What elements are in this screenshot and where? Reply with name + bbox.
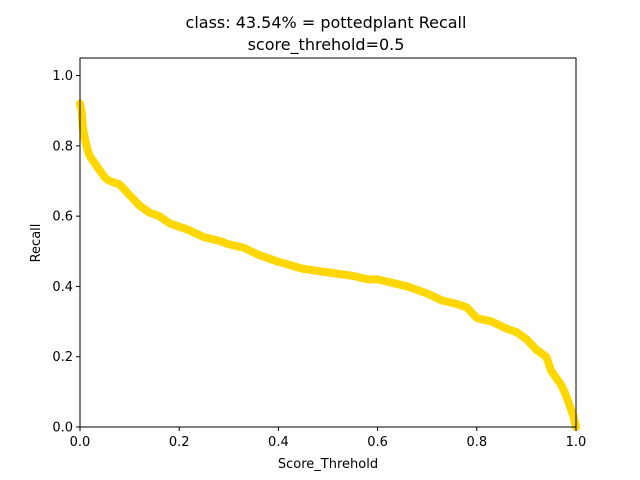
x-tick-label: 0.6 bbox=[367, 435, 388, 450]
y-tick-label: 0.8 bbox=[52, 139, 73, 154]
series-line-0 bbox=[76, 99, 580, 431]
x-axis-ticks: 0.0 0.2 0.4 0.6 0.8 1.0 bbox=[70, 427, 587, 450]
x-tick-label: 1.0 bbox=[566, 435, 587, 450]
y-tick-label: 0.2 bbox=[52, 350, 73, 365]
y-tick-label: 0.4 bbox=[52, 280, 73, 295]
y-axis-ticks: 0.0 0.2 0.4 0.6 0.8 1.0 bbox=[52, 69, 80, 436]
x-tick-label: 0.8 bbox=[466, 435, 487, 450]
y-tick-label: 0.6 bbox=[52, 210, 73, 225]
x-tick-label: 0.4 bbox=[268, 435, 289, 450]
x-axis-label: Score_Threhold bbox=[278, 457, 378, 472]
chart-title: class: 43.54% = pottedplant Recall bbox=[186, 13, 467, 32]
y-tick-label: 0.0 bbox=[52, 421, 73, 436]
series-layer bbox=[76, 99, 580, 431]
chart-subtitle: score_threhold=0.5 bbox=[248, 35, 405, 55]
plot-frame bbox=[79, 57, 577, 428]
x-tick-label: 0.2 bbox=[169, 435, 190, 450]
y-axis-label: Recall bbox=[29, 224, 44, 263]
y-tick-label: 1.0 bbox=[52, 69, 73, 84]
x-tick-label: 0.0 bbox=[70, 435, 91, 450]
